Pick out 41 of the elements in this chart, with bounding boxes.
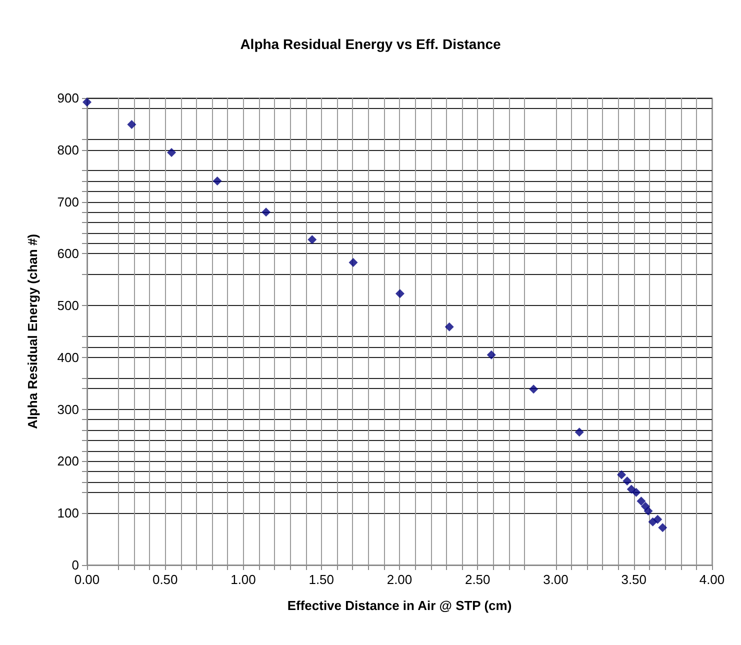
point xyxy=(632,488,641,497)
y-tick-label: 700 xyxy=(57,194,79,210)
point xyxy=(636,496,646,506)
point xyxy=(574,428,584,437)
y-tick-label: 800 xyxy=(57,142,79,158)
y-axis-title: Alpha Residual Energy (chan #) xyxy=(25,234,40,430)
x-tick-label: 0.00 xyxy=(74,572,100,587)
y-tick-label: 600 xyxy=(57,246,79,262)
point xyxy=(127,120,136,129)
chart-title: Alpha Residual Energy vs Eff. Distance xyxy=(240,36,502,52)
x-tick-label: 0.50 xyxy=(152,572,178,587)
point xyxy=(444,322,454,332)
point xyxy=(308,235,317,244)
x-tick-label: 3.50 xyxy=(621,572,647,587)
point xyxy=(653,514,662,524)
point xyxy=(348,258,358,267)
y-tick-label: 0 xyxy=(72,558,79,572)
point xyxy=(486,350,496,360)
y-tick-label: 400 xyxy=(57,350,79,365)
x-tick-label: 3.00 xyxy=(543,572,568,587)
y-tick-label: 200 xyxy=(57,454,79,469)
point xyxy=(658,523,668,532)
x-axis-title: Effective Distance in Air @ STP (cm) xyxy=(287,598,512,613)
y-tick-label: 100 xyxy=(57,506,79,521)
point xyxy=(622,476,632,486)
y-tick-label: 900 xyxy=(57,90,79,106)
point xyxy=(262,208,271,217)
point xyxy=(617,470,626,480)
x-tick-label: 2.50 xyxy=(464,572,490,587)
x-tick-label: 4.00 xyxy=(699,572,725,587)
x-tick-label: 1.00 xyxy=(230,572,256,587)
y-tick-label: 300 xyxy=(57,402,79,417)
point xyxy=(644,506,653,516)
point xyxy=(167,148,176,157)
y-tick-label: 500 xyxy=(57,298,79,314)
x-tick-label: 2.00 xyxy=(386,572,412,587)
x-tick-label: 1.50 xyxy=(308,572,334,587)
point xyxy=(529,384,538,394)
point xyxy=(626,484,636,494)
point xyxy=(395,289,404,298)
point xyxy=(212,176,222,186)
